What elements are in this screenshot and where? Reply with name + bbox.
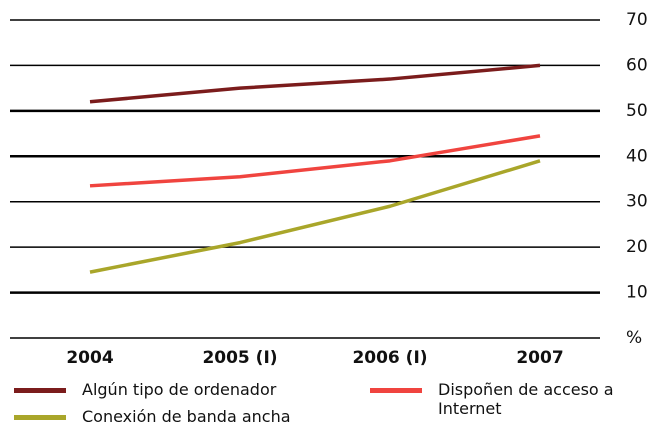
legend-swatch	[14, 415, 66, 420]
legend-swatch	[14, 388, 66, 393]
y-tick-label: 40	[626, 146, 648, 166]
y-tick-label: 70	[626, 10, 648, 30]
series-line	[89, 134, 541, 188]
x-tick-label: 2004	[66, 348, 113, 368]
y-tick-label: 50	[626, 101, 648, 121]
x-tick-label: 2006 (I)	[352, 348, 427, 368]
legend-item: Dispoñen de acceso a Internet	[370, 380, 640, 418]
legend-swatch	[370, 388, 422, 393]
y-tick-label: %	[626, 328, 642, 348]
legend-item: Conexión de banda ancha	[14, 407, 294, 426]
series-line	[89, 159, 541, 274]
x-tick-label: 2007	[516, 348, 563, 368]
legend-label: Conexión de banda ancha	[82, 407, 291, 426]
y-tick-label: 10	[626, 283, 648, 303]
legend-label: Dispoñen de acceso a Internet	[438, 380, 614, 418]
legend-item: Algún tipo de ordenador	[14, 380, 294, 399]
series-line	[89, 63, 541, 104]
x-tick-label: 2005 (I)	[202, 348, 277, 368]
y-tick-label: 60	[626, 55, 648, 75]
y-tick-label: 30	[626, 192, 648, 212]
y-tick-label: 20	[626, 237, 648, 257]
legend-label: Algún tipo de ordenador	[82, 380, 277, 399]
